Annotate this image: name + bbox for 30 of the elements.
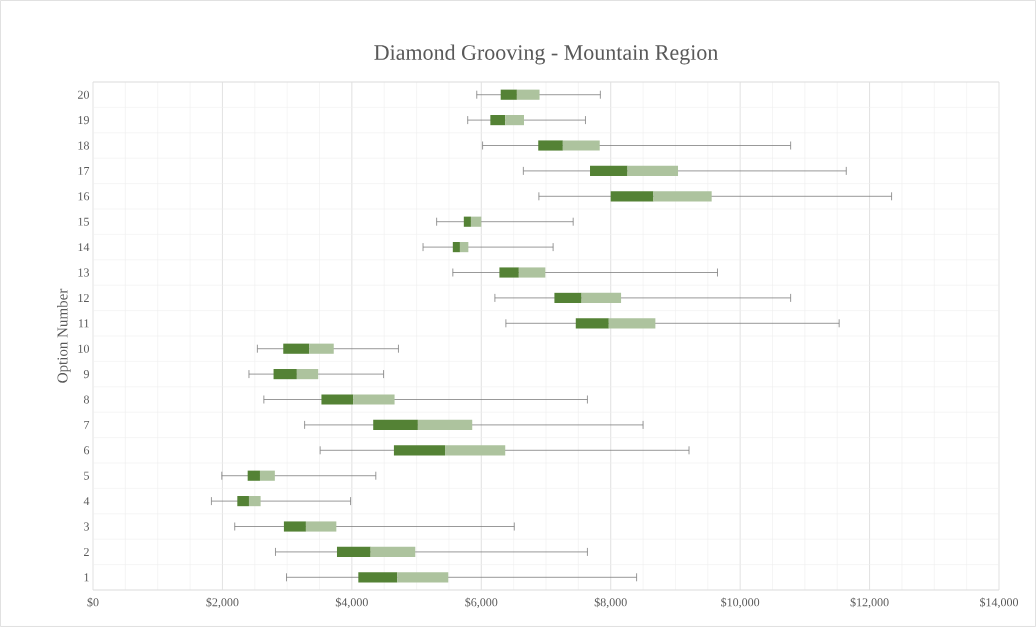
y-tick-label: 8 bbox=[83, 395, 90, 404]
x-tick-label: $0 bbox=[87, 597, 99, 608]
y-tick-label: 17 bbox=[78, 166, 90, 175]
y-tick-label: 15 bbox=[78, 217, 90, 226]
y-tick-label: 11 bbox=[78, 319, 89, 328]
y-tick-label: 13 bbox=[78, 268, 90, 277]
y-tick-label: 5 bbox=[84, 471, 90, 480]
y-tick-label: 7 bbox=[84, 420, 90, 429]
y-tick-label: 4 bbox=[83, 497, 90, 506]
x-tick-label: $8,000 bbox=[594, 597, 627, 609]
y-tick-label: 6 bbox=[83, 446, 90, 455]
x-tick-label: $4,000 bbox=[335, 597, 368, 609]
y-tick-label: 14 bbox=[78, 243, 90, 252]
y-tick-label: 18 bbox=[78, 141, 90, 150]
x-tick-label: $2,000 bbox=[206, 597, 239, 609]
y-tick-label: 12 bbox=[78, 293, 89, 302]
y-tick-label: 19 bbox=[78, 116, 89, 125]
y-tick-label: 1 bbox=[84, 573, 89, 582]
y-axis-title: Option Number bbox=[57, 288, 71, 383]
x-tick-label: $12,000 bbox=[850, 597, 889, 609]
chart-title: Diamond Grooving - Mountain Region bbox=[374, 44, 718, 65]
y-tick-label: 20 bbox=[78, 90, 90, 99]
y-tick-label: 3 bbox=[84, 522, 90, 531]
y-tick-label: 9 bbox=[83, 370, 89, 379]
y-tick-label: 16 bbox=[78, 192, 90, 201]
y-tick-label: 2 bbox=[84, 547, 89, 556]
x-tick-label: $14,000 bbox=[980, 597, 1019, 609]
x-tick-label: $6,000 bbox=[465, 597, 498, 609]
x-tick-label: $10,000 bbox=[721, 597, 760, 609]
y-tick-label: 10 bbox=[78, 344, 90, 353]
